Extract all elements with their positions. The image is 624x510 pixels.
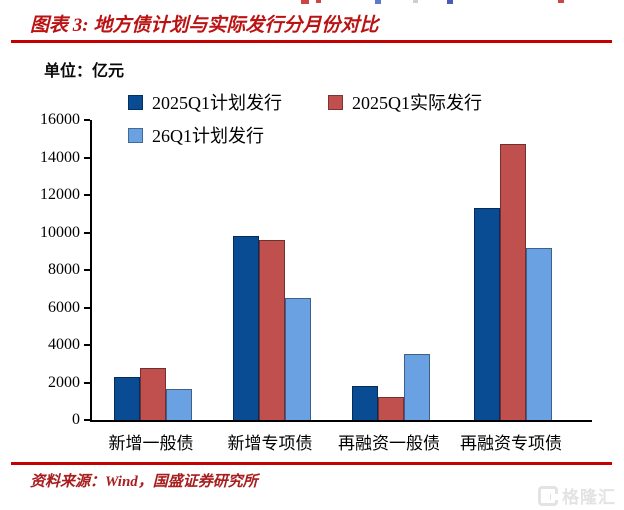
bar	[378, 396, 404, 420]
legend-label: 26Q1计划发行	[152, 126, 264, 146]
footer-divider-rule	[11, 462, 612, 465]
bar	[233, 236, 259, 420]
y-axis-tick-mark	[84, 419, 90, 421]
y-axis-tick-mark	[84, 269, 90, 271]
bar-group-4	[474, 120, 552, 420]
y-axis-tick-mark	[84, 344, 90, 346]
legend-item: 2025Q1计划发行	[128, 89, 282, 115]
y-axis-tick-label: 6000	[48, 298, 80, 316]
source-note: 资料来源：Wind，国盛证券研究所	[30, 474, 258, 490]
x-axis-category-label: 再融资一般债	[338, 434, 440, 453]
y-axis-tick-mark	[84, 119, 90, 121]
y-axis-tick-mark	[84, 306, 90, 309]
bar-group-3	[352, 120, 430, 420]
legend-label: 2025Q1计划发行	[152, 93, 282, 113]
bar	[404, 354, 430, 420]
y-axis-tick-label: 2000	[48, 373, 80, 391]
bar	[114, 376, 140, 420]
y-axis-tick-mark	[84, 231, 90, 234]
bar	[352, 386, 378, 420]
y-axis-tick-label: 14000	[40, 148, 80, 166]
unit-label: 单位：亿元	[44, 63, 125, 80]
y-axis-tick-label: 12000	[40, 186, 80, 203]
plot-area	[90, 120, 592, 422]
bar-group-2	[233, 120, 311, 420]
bar	[166, 389, 192, 420]
chart-legend: 2025Q1计划发行 2025Q1实际发行 26Q1计划发行	[128, 89, 558, 155]
legend-item: 26Q1计划发行	[128, 122, 264, 148]
bar	[526, 247, 552, 420]
bar	[140, 368, 166, 420]
y-axis-tick-mark	[84, 194, 90, 196]
x-axis-category-label: 新增一般债	[108, 434, 194, 453]
y-axis-tick-label: 4000	[48, 336, 80, 353]
legend-swatch-icon	[128, 127, 143, 143]
legend-item: 2025Q1实际发行	[328, 89, 482, 115]
bar	[285, 298, 311, 420]
watermark: 格隆汇	[538, 483, 616, 508]
y-axis-tick-label: 10000	[40, 223, 80, 241]
y-axis-tick-label: 0	[72, 411, 80, 428]
legend-row: 2025Q1计划发行 2025Q1实际发行	[128, 89, 558, 115]
x-axis-category-label: 再融资专项债	[460, 434, 562, 453]
legend-swatch-icon	[128, 94, 143, 110]
y-axis-tick-label: 8000	[48, 261, 80, 278]
title-divider-rule	[11, 40, 612, 43]
chart-title: 图表 3: 地方债计划与实际发行分月份对比	[30, 15, 379, 36]
gelonghui-logo-icon	[538, 485, 558, 506]
legend-row: 26Q1计划发行	[128, 122, 558, 148]
bar	[500, 144, 526, 420]
legend-label: 2025Q1实际发行	[352, 93, 482, 113]
y-axis-tick-mark	[84, 381, 90, 384]
y-axis-tick-mark	[84, 156, 90, 159]
watermark-text: 格隆汇	[562, 488, 616, 507]
legend-swatch-icon	[328, 94, 343, 110]
y-axis-tick-label: 16000	[40, 111, 80, 128]
bar	[259, 240, 285, 420]
bar	[474, 208, 500, 420]
x-axis-category-label: 新增专项债	[227, 434, 313, 453]
bar-group-1	[114, 120, 192, 420]
